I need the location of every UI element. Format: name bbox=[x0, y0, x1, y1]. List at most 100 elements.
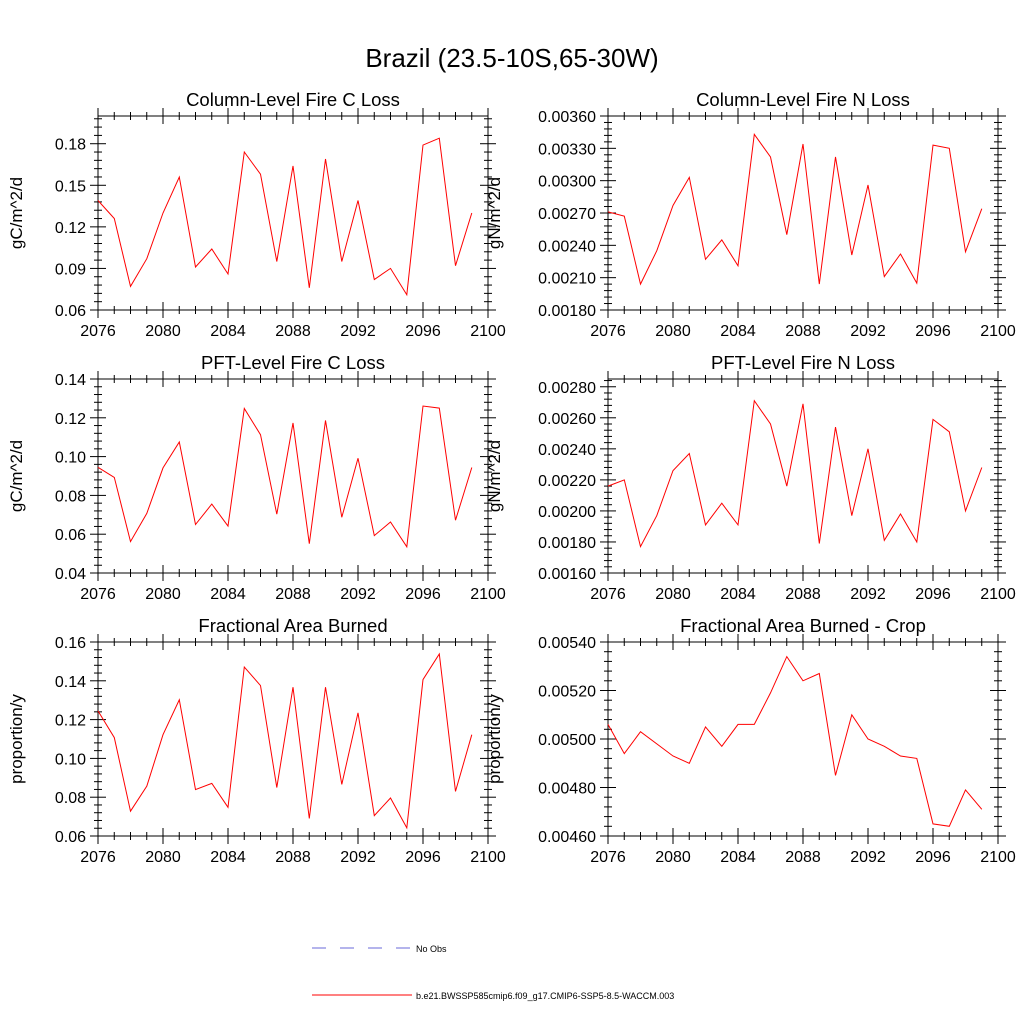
y-tick-label: 0.00520 bbox=[538, 684, 596, 701]
y-tick-label: 0.06 bbox=[55, 303, 86, 320]
series-line bbox=[607, 132, 983, 286]
y-axis-label: gN/m^2/d bbox=[485, 440, 504, 512]
y-axis-label: gN/m^2/d bbox=[485, 177, 504, 249]
x-tick-label: 2084 bbox=[720, 323, 756, 340]
x-tick-label: 2096 bbox=[405, 849, 441, 866]
y-axis-label: gC/m^2/d bbox=[7, 440, 26, 512]
x-tick-label: 2080 bbox=[655, 323, 691, 340]
y-tick-label: 0.12 bbox=[55, 220, 86, 237]
x-tick-label: 2096 bbox=[915, 323, 951, 340]
series-line bbox=[97, 652, 473, 830]
plot-frame bbox=[97, 115, 489, 311]
y-tick-label: 0.14 bbox=[55, 674, 86, 691]
y-tick-label: 0.16 bbox=[55, 635, 86, 652]
y-axis-label: proportion/y bbox=[7, 694, 26, 784]
y-tick-label: 0.00460 bbox=[538, 829, 596, 846]
plot-frame bbox=[97, 378, 489, 574]
x-tick-label: 2096 bbox=[405, 323, 441, 340]
x-tick-label: 2080 bbox=[145, 849, 181, 866]
x-tick-label: 2096 bbox=[915, 586, 951, 603]
y-tick-label: 0.00220 bbox=[538, 473, 596, 490]
x-tick-label: 2088 bbox=[275, 849, 311, 866]
y-tick-label: 0.00180 bbox=[538, 303, 596, 320]
panel-title: PFT-Level Fire N Loss bbox=[711, 352, 895, 373]
x-tick-label: 2080 bbox=[655, 586, 691, 603]
y-tick-label: 0.14 bbox=[55, 372, 86, 389]
panels: 2076 2080 2084 2088 2092 2096 2100 0.06 0.09 0.12… bbox=[7, 89, 1016, 866]
x-tick-label: 2100 bbox=[980, 323, 1016, 340]
y-tick-label: 0.12 bbox=[55, 713, 86, 730]
series-line bbox=[97, 137, 473, 297]
x-tick-label: 2088 bbox=[785, 323, 821, 340]
x-tick-label: 2076 bbox=[590, 849, 626, 866]
x-tick-label: 2080 bbox=[145, 323, 181, 340]
x-tick-label: 2076 bbox=[80, 849, 116, 866]
legend: No Obs b.e21.BWSSP585cmip6.f09_g17.CMIP6… bbox=[312, 944, 674, 1001]
y-tick-label: 0.00480 bbox=[538, 781, 596, 798]
chart-panel-4: 2076 2080 2084 2088 2092 2096 2100 0.00160 0.001… bbox=[485, 352, 1016, 603]
x-tick-label: 2076 bbox=[590, 323, 626, 340]
legend-label-no-obs: No Obs bbox=[416, 944, 447, 954]
x-tick-label: 2088 bbox=[785, 849, 821, 866]
y-tick-label: 0.09 bbox=[55, 261, 86, 278]
plot-frame bbox=[97, 641, 489, 837]
y-tick-label: 0.12 bbox=[55, 411, 86, 428]
y-tick-label: 0.08 bbox=[55, 488, 86, 505]
panel-title: Column-Level Fire N Loss bbox=[696, 89, 910, 110]
x-tick-label: 2092 bbox=[850, 586, 886, 603]
y-tick-label: 0.00180 bbox=[538, 535, 596, 552]
y-tick-label: 0.00200 bbox=[538, 504, 596, 521]
y-tick-label: 0.00360 bbox=[538, 109, 596, 126]
y-axis-label: gC/m^2/d bbox=[7, 177, 26, 249]
y-axis-label: proportion/y bbox=[485, 694, 504, 784]
y-tick-label: 0.00300 bbox=[538, 174, 596, 191]
x-tick-label: 2100 bbox=[980, 586, 1016, 603]
x-tick-label: 2092 bbox=[340, 586, 376, 603]
x-tick-label: 2092 bbox=[850, 323, 886, 340]
x-tick-label: 2100 bbox=[470, 586, 506, 603]
y-tick-label: 0.00270 bbox=[538, 206, 596, 223]
y-tick-label: 0.00260 bbox=[538, 411, 596, 428]
panel-title: Fractional Area Burned bbox=[198, 615, 387, 636]
y-tick-label: 0.00240 bbox=[538, 238, 596, 255]
legend-label-model: b.e21.BWSSP585cmip6.f09_g17.CMIP6-SSP5-8… bbox=[416, 991, 674, 1001]
panel-title: PFT-Level Fire C Loss bbox=[201, 352, 385, 373]
x-tick-label: 2100 bbox=[470, 849, 506, 866]
x-tick-label: 2092 bbox=[340, 323, 376, 340]
plot-frame bbox=[607, 641, 999, 837]
panel-title: Fractional Area Burned - Crop bbox=[680, 615, 926, 636]
x-tick-label: 2100 bbox=[470, 323, 506, 340]
y-tick-label: 0.00280 bbox=[538, 380, 596, 397]
x-tick-label: 2096 bbox=[405, 586, 441, 603]
x-tick-label: 2076 bbox=[590, 586, 626, 603]
y-tick-label: 0.10 bbox=[55, 751, 86, 768]
panel-title: Column-Level Fire C Loss bbox=[186, 89, 400, 110]
y-tick-label: 0.18 bbox=[55, 137, 86, 154]
x-tick-label: 2092 bbox=[340, 849, 376, 866]
y-tick-label: 0.00240 bbox=[538, 442, 596, 459]
x-tick-label: 2092 bbox=[850, 849, 886, 866]
series-line bbox=[607, 399, 983, 549]
x-tick-label: 2084 bbox=[210, 586, 246, 603]
x-tick-label: 2076 bbox=[80, 586, 116, 603]
y-tick-label: 0.00330 bbox=[538, 141, 596, 158]
chart-panel-5: 2076 2080 2084 2088 2092 2096 2100 0.06 0.08 0.10… bbox=[7, 615, 506, 866]
series-line bbox=[97, 405, 473, 549]
y-tick-label: 0.00500 bbox=[538, 732, 596, 749]
y-tick-label: 0.06 bbox=[55, 527, 86, 544]
x-tick-label: 2084 bbox=[210, 323, 246, 340]
x-tick-label: 2088 bbox=[275, 586, 311, 603]
x-tick-label: 2088 bbox=[785, 586, 821, 603]
x-tick-label: 2080 bbox=[145, 586, 181, 603]
y-tick-label: 0.08 bbox=[55, 790, 86, 807]
x-tick-label: 2088 bbox=[275, 323, 311, 340]
y-tick-label: 0.15 bbox=[55, 178, 86, 195]
x-tick-label: 2084 bbox=[210, 849, 246, 866]
y-tick-label: 0.00540 bbox=[538, 635, 596, 652]
x-tick-label: 2080 bbox=[655, 849, 691, 866]
chart-panel-2: 2076 2080 2084 2088 2092 2096 2100 0.00180 0.002… bbox=[485, 89, 1016, 340]
chart-panel-6: 2076 2080 2084 2088 2092 2096 2100 0.00460 0.004… bbox=[485, 615, 1016, 866]
x-tick-label: 2100 bbox=[980, 849, 1016, 866]
y-tick-label: 0.10 bbox=[55, 450, 86, 467]
